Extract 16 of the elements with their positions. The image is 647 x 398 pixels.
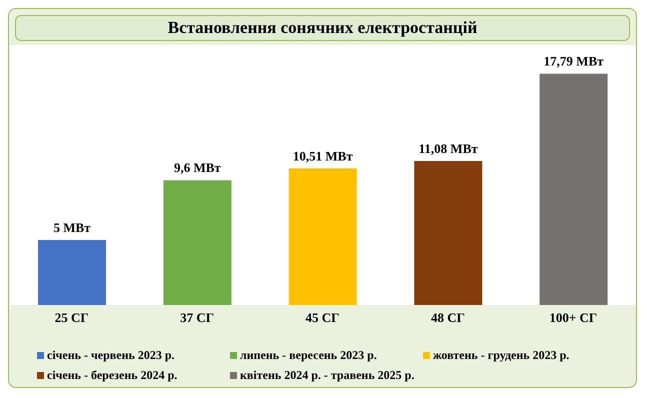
data-label: 10,51 МВт	[292, 148, 354, 164]
data-label: 5 МВт	[53, 220, 92, 235]
data-label: 17,79 МВт	[544, 54, 604, 69]
x-tick-label: 37 СГ	[180, 310, 214, 326]
legend-label: квітень 2024 р. - травень 2025 р.	[240, 368, 414, 382]
legend-label: липень - вересень 2023 р.	[240, 348, 377, 362]
legend-label: січень - березень 2024 р.	[47, 368, 178, 382]
data-label: 9,6 МВт	[174, 160, 222, 176]
x-tick-label: 45 СГ	[306, 310, 340, 326]
x-tick-label: 100+ СГ	[549, 310, 598, 326]
legend-label: січень - червень 2023 р.	[47, 348, 175, 362]
x-tick-label: 48 СГ	[430, 310, 465, 326]
chart-title: Встановлення сонячних електростанцій	[15, 15, 630, 41]
legend-label: жовтень - грудень 2023 р.	[433, 348, 570, 362]
x-tick-label: 25 СГ	[54, 310, 89, 326]
data-label: 11,08 МВт	[418, 140, 478, 156]
